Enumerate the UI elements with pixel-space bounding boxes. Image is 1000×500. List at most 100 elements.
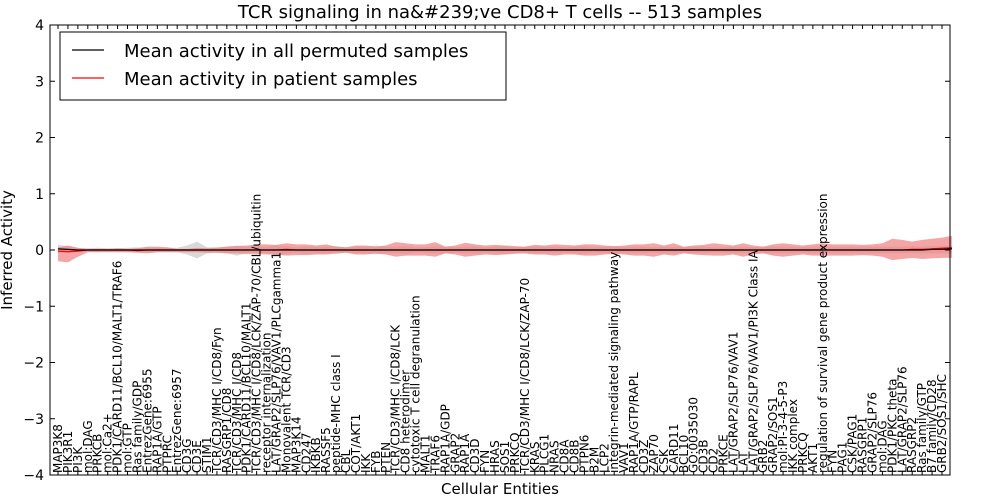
x-category-label: PRKCB: [91, 434, 105, 473]
x-category-label: COT/AKT1: [349, 414, 363, 473]
x-category-label: PTPN6: [577, 435, 591, 473]
x-category-label: GRAP2/SOS1: [766, 396, 780, 473]
x-category-label: LAT/GRAP2/SLP76/VAV1/PLCgamma1: [270, 252, 284, 473]
x-category-label: CSK: [657, 448, 671, 473]
x-category-label: GRB2: [756, 439, 770, 473]
x-category-label: Monovalent TCR/CD3: [279, 346, 293, 473]
x-category-label: ZAP70: [647, 434, 661, 473]
y-tick-label: 3: [35, 74, 44, 90]
x-category-label: EntrezGene:6955: [140, 369, 154, 474]
x-category-label: Ras family/GTP: [915, 383, 929, 473]
y-tick-label: 2: [35, 131, 44, 147]
x-axis-label: Cellular Entities: [441, 480, 559, 498]
x-category-label: CD3B: [697, 439, 711, 473]
x-category-label: AKT1: [806, 443, 820, 473]
x-category-label: LCP2: [597, 443, 611, 473]
x-category-label: TCR/CD3/MHC I/CD8: [230, 352, 244, 474]
x-category-label: mol:PI-3-4-5-P3: [776, 381, 790, 473]
legend-entry-label: Mean activity in patient samples: [124, 69, 418, 90]
legend: Mean activity in all permuted samples Mea…: [59, 31, 507, 101]
x-category-label: CD3G: [180, 438, 194, 473]
y-tick-label: 4: [35, 18, 44, 34]
x-category-label: Ras family/GDP: [131, 381, 145, 473]
x-category-label: GO:0035030: [687, 397, 701, 473]
x-category-label: CD3E: [190, 440, 204, 473]
x-category-label: RAP1A/GTP: [150, 406, 164, 473]
x-category-label: TCR/CD3/MHC I/CD8/LCK: [389, 324, 403, 474]
x-category-label: CD8A: [558, 439, 572, 473]
x-category-label: PLCG1: [538, 434, 552, 473]
x-category-label: PDK1/CARD11/BCL10/MALT1/TRAF6: [111, 261, 125, 473]
plot-area: −4−3−2−101234MAP3K8PIK3R1PI3Kmol:DAGPRKC…: [23, 18, 952, 484]
y-tick-label: 0: [35, 243, 44, 259]
x-category-label: IKK complex: [786, 399, 800, 473]
x-category-label: CARD11: [667, 424, 681, 473]
x-category-label: RAP1A/GTP/RAPL: [627, 372, 641, 473]
x-category-label: LAT/GRAP2/SLP76/VAV1/PI3K Class IA: [746, 249, 760, 473]
x-category-label: RASSF5: [319, 427, 333, 473]
x-category-label: VAV1: [617, 442, 631, 473]
x-category-label: TCR/CD3/MHC I/CD8/LCK/ZAP-70: [518, 278, 532, 474]
x-category-label: integrin-mediated signaling pathway: [607, 252, 621, 473]
x-category-label: PRKCE: [717, 434, 731, 473]
x-category-label: PTEN: [379, 442, 393, 473]
x-category-label: STIM1: [200, 437, 214, 473]
x-category-label: RASGRP1/CD8: [220, 388, 234, 473]
legend-entry-label: Mean activity in all permuted samples: [124, 41, 468, 62]
x-category-label: CD3Z: [637, 439, 651, 472]
x-category-label: FYB: [369, 450, 383, 472]
x-category-label: PRKCQ: [508, 432, 522, 473]
x-category-label: PTPRC: [160, 435, 174, 473]
x-category-label: GRAP2/SLP76: [866, 392, 880, 473]
x-category-label: PAG1: [836, 442, 850, 473]
x-category-label: PDK1/PKC theta: [885, 379, 899, 473]
x-category-label: EntrezGene:6957: [170, 369, 184, 474]
x-category-label: PDK1/CARD11/BCL10/MALT1: [240, 303, 254, 473]
x-category-label: RASGRP2: [905, 417, 919, 473]
x-category-label: TCR/CD3/MHC I/CD8/Fyn: [210, 327, 224, 474]
x-category-label: LAT/GRAP2/SLP76/VAV1: [726, 332, 740, 473]
x-category-label: mol:Ca2+: [101, 413, 115, 473]
x-category-label: cytotoxic T cell degranulation: [409, 295, 423, 473]
x-category-label: CSK/PAG1: [846, 414, 860, 473]
x-category-label: MAP3K8: [51, 424, 65, 473]
y-tick-label: −1: [23, 299, 44, 315]
permuted-series-line: [57, 248, 952, 251]
x-category-label: FYN: [826, 450, 840, 473]
x-category-label: B2M: [587, 447, 601, 473]
x-category-label: TCR/CD3/MHC I/CD8/LCK/ZAP-70/CBL/ubiquit…: [250, 194, 264, 474]
patient-confidence-band: [58, 235, 952, 263]
x-category-label: mol:DAG: [875, 420, 889, 473]
x-category-label: regulation of survival gene product expr…: [816, 194, 830, 473]
x-category-label: receptor internalization: [260, 333, 274, 473]
x-category-label: mol:GTP: [121, 423, 135, 473]
x-category-label: GRAP2: [448, 433, 462, 473]
x-category-label: GRB2/SOS1/SHC: [935, 374, 949, 473]
x-category-label: NRAS: [548, 440, 562, 473]
x-category-label: peptide-MHC class I: [329, 354, 343, 473]
x-category-label: LAT/GRAP2/SLP76: [895, 366, 909, 473]
x-category-label: HRAS: [488, 440, 502, 473]
x-category-label: CD8 heterodimer: [399, 370, 413, 473]
x-category-label: IKK: [359, 453, 373, 473]
x-category-label: CD247: [299, 432, 313, 473]
x-category-label: BCL10: [677, 435, 691, 473]
y-tick-label: −4: [23, 468, 44, 484]
x-category-label: RASGRP1: [856, 417, 870, 473]
x-category-label: FYN: [478, 450, 492, 473]
x-category-label: SOS1: [498, 441, 512, 473]
x-category-label: PI3K: [71, 446, 85, 473]
y-tick-label: 1: [35, 187, 44, 203]
x-category-label: CD2: [707, 448, 721, 473]
chart-title: TCR signaling in na&#239;ve CD8+ T cells…: [237, 2, 762, 23]
x-category-label: B7 family/CD28: [925, 379, 939, 473]
x-category-label: CD8B: [568, 440, 582, 474]
y-tick-label: −3: [23, 412, 44, 428]
x-category-label: RAP1A: [458, 433, 472, 473]
x-category-label: CD3D: [468, 439, 482, 474]
x-category-label: CBL: [339, 449, 353, 473]
y-tick-label: −2: [23, 356, 44, 372]
y-axis-label: Inferred Activity: [0, 190, 16, 310]
x-category-label: TRAF6: [428, 435, 442, 474]
